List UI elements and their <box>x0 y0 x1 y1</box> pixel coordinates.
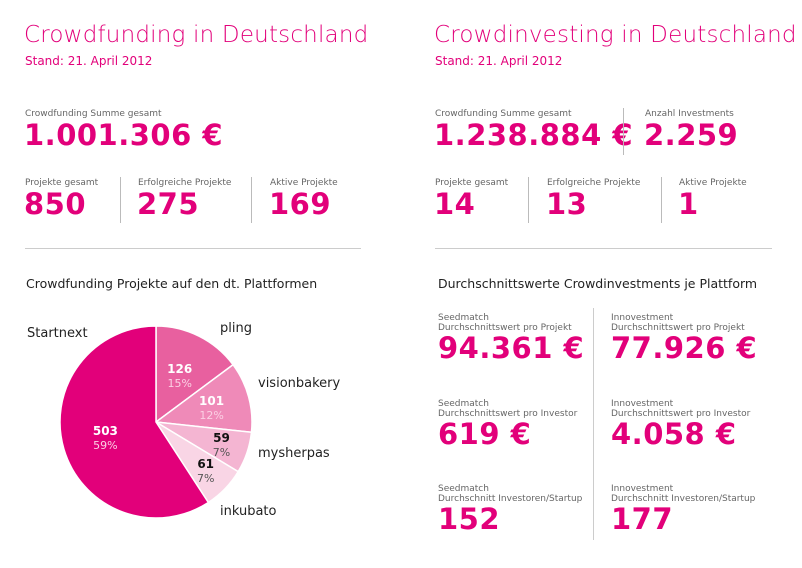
pie-label-inkubato: inkubato <box>220 504 277 519</box>
average-value: 4.058 € <box>611 417 737 451</box>
average-value: 619 € <box>438 417 532 451</box>
left-stat-label: Aktive Projekte <box>270 178 338 188</box>
average-cell: Seedmatch Durchschnittswert pro Investor… <box>438 399 577 451</box>
metric-label: Durchschnittswert pro Investor <box>611 409 751 419</box>
platform-label: Seedmatch <box>438 313 489 323</box>
pie-slice-startnext <box>59 325 210 519</box>
investments-value: 2.259 <box>644 118 739 152</box>
platform-label: Innovestment <box>611 313 674 323</box>
divider <box>593 308 594 540</box>
left-stat-value: 850 <box>24 187 87 221</box>
average-cell: Innovestment Durchschnitt Investoren/Sta… <box>611 484 755 536</box>
average-cell: Seedmatch Durchschnittswert pro Projekt … <box>438 313 584 365</box>
left-stat-label: Erfolgreiche Projekte <box>138 178 232 188</box>
pie-value-label: 101 <box>199 394 224 408</box>
metric-label: Durchschnittswert pro Projekt <box>611 323 745 333</box>
pie-label-pling: pling <box>220 321 252 336</box>
left-stat-value: 275 <box>137 187 200 221</box>
left-stat-value: 169 <box>269 187 332 221</box>
pie-percent-label: 12% <box>199 409 223 422</box>
divider <box>623 108 624 155</box>
right-stand: Stand: 21. April 2012 <box>435 54 563 68</box>
metric-label: Durchschnitt Investoren/Startup <box>438 494 583 504</box>
investments-label: Anzahl Investments <box>645 109 734 119</box>
pie-percent-label: 7% <box>197 472 214 485</box>
platform-label: Innovestment <box>611 399 674 409</box>
pie-label-mysherpas: mysherpas <box>258 446 330 461</box>
divider <box>120 177 121 223</box>
left-title: Crowdfunding in Deutschland <box>24 22 369 48</box>
platform-label: Innovestment <box>611 484 674 494</box>
pie-label-startnext: Startnext <box>27 326 88 341</box>
pie-value-label: 503 <box>93 424 118 438</box>
average-cell: Seedmatch Durchschnitt Investoren/Startu… <box>438 484 582 536</box>
pie-slice-pling <box>155 325 235 424</box>
right-stat-label: Aktive Projekte <box>679 178 747 188</box>
right-stat-value: 1 <box>678 187 699 221</box>
divider <box>435 248 772 249</box>
pie-value-label: 59 <box>213 431 230 445</box>
right-stat-value: 13 <box>546 187 588 221</box>
pie-label-visionbakery: visionbakery <box>258 376 341 391</box>
right-stat-label: Erfolgreiche Projekte <box>547 178 641 188</box>
pie-percent-label: 7% <box>213 446 230 459</box>
pie-heading: Crowdfunding Projekte auf den dt. Plattf… <box>26 276 318 291</box>
average-value: 152 <box>438 502 501 536</box>
platform-label: Seedmatch <box>438 399 489 409</box>
metric-label: Durchschnittswert pro Investor <box>438 409 578 419</box>
pie-value-label: 126 <box>167 362 192 376</box>
left-sum-value: 1.001.306 € <box>24 118 224 152</box>
average-value: 77.926 € <box>611 331 758 365</box>
right-sum-label: Crowdfunding Summe gesamt <box>435 109 572 119</box>
left-sum-label: Crowdfunding Summe gesamt <box>25 109 162 119</box>
pie-percent-label: 59% <box>93 439 117 452</box>
divider <box>528 177 529 223</box>
divider <box>661 177 662 223</box>
left-stat-label: Projekte gesamt <box>25 178 99 188</box>
metric-label: Durchschnitt Investoren/Startup <box>611 494 756 504</box>
divider <box>25 248 361 249</box>
average-value: 94.361 € <box>438 331 585 365</box>
right-title: Crowdinvesting in Deutschland <box>434 22 797 48</box>
platform-label: Seedmatch <box>438 484 489 494</box>
pie-value-label: 61 <box>197 457 214 471</box>
right-stat-label: Projekte gesamt <box>435 178 509 188</box>
left-stand: Stand: 21. April 2012 <box>25 54 153 68</box>
pie-percent-label: 15% <box>167 377 191 390</box>
average-value: 177 <box>611 502 674 536</box>
average-cell: Innovestment Durchschnittswert pro Proje… <box>611 313 757 365</box>
averages-heading: Durchschnittswerte Crowdinvestments je P… <box>438 276 758 291</box>
right-sum-value: 1.238.884 € <box>434 118 634 152</box>
metric-label: Durchschnittswert pro Projekt <box>438 323 572 333</box>
right-stat-value: 14 <box>434 187 476 221</box>
pie-slice-visionbakery <box>154 363 253 434</box>
divider <box>251 177 252 223</box>
average-cell: Innovestment Durchschnittswert pro Inves… <box>611 399 750 451</box>
